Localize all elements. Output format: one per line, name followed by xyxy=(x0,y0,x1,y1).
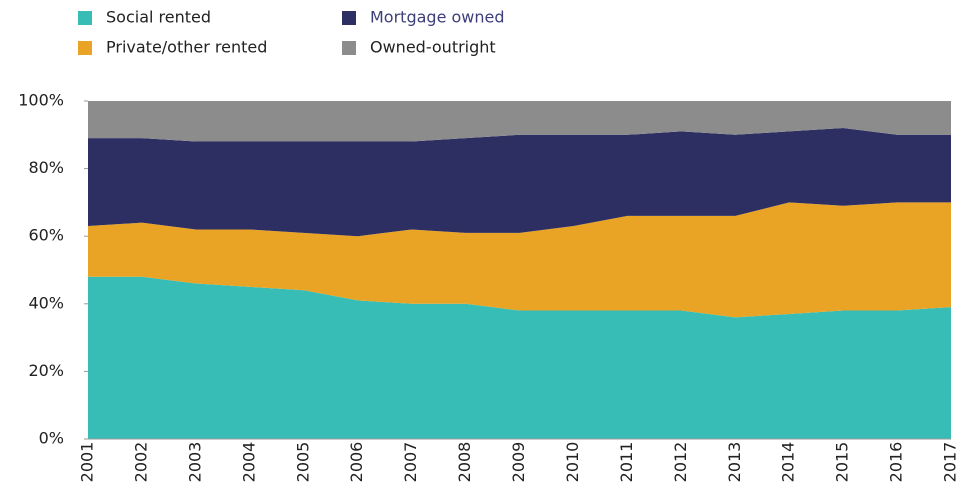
legend-swatch xyxy=(342,41,356,55)
legend-swatch xyxy=(78,11,92,25)
y-tick-label: 20% xyxy=(28,361,64,380)
x-tick-label: 2009 xyxy=(509,442,528,483)
legend-swatch xyxy=(78,41,92,55)
x-tick-label: 2017 xyxy=(941,442,960,483)
y-tick-label: 100% xyxy=(18,91,64,110)
x-tick-label: 2001 xyxy=(78,442,97,483)
x-tick-label: 2008 xyxy=(455,442,474,483)
y-tick-label: 40% xyxy=(28,293,64,312)
area xyxy=(88,202,951,318)
legend-label: Mortgage owned xyxy=(370,8,505,27)
legend-label: Social rented xyxy=(106,8,211,27)
x-tick-label: 2004 xyxy=(239,442,258,483)
x-tick-label: 2003 xyxy=(185,442,204,483)
legend-swatch xyxy=(342,11,356,25)
y-tick-label: 80% xyxy=(28,158,64,177)
x-tick-label: 2015 xyxy=(833,442,852,483)
x-tick-label: 2002 xyxy=(131,442,150,483)
x-tick-label: 2012 xyxy=(671,442,690,483)
x-tick-label: 2016 xyxy=(887,442,906,483)
y-tick-label: 60% xyxy=(28,226,64,245)
x-tick-label: 2013 xyxy=(725,442,744,483)
x-tick-label: 2014 xyxy=(779,442,798,483)
x-tick-label: 2005 xyxy=(293,442,312,483)
y-tick-label: 0% xyxy=(39,429,64,448)
x-tick-label: 2007 xyxy=(401,442,420,483)
area xyxy=(88,101,951,142)
x-tick-label: 2010 xyxy=(563,442,582,483)
legend-label: Owned-outright xyxy=(370,38,496,57)
area xyxy=(88,128,951,237)
x-tick-label: 2006 xyxy=(347,442,366,483)
legend-label: Private/other rented xyxy=(106,38,267,57)
x-tick-label: 2011 xyxy=(617,442,636,483)
